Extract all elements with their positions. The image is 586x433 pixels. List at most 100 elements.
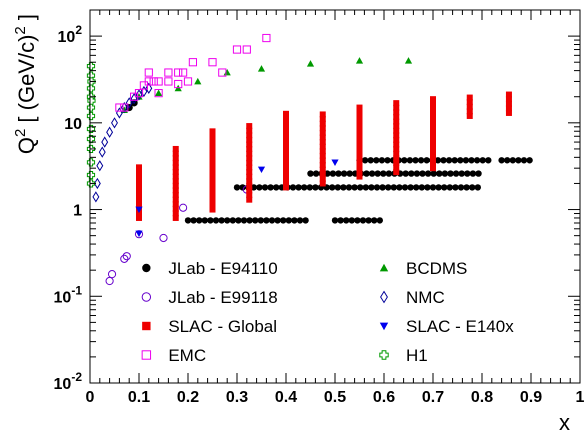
data-point	[393, 141, 400, 148]
data-point	[319, 180, 326, 187]
data-point	[393, 132, 400, 139]
series-emc	[115, 33, 271, 112]
data-point	[319, 152, 326, 159]
data-point	[283, 120, 289, 127]
x-tick-label: 0.8	[471, 389, 493, 406]
data-point	[356, 173, 363, 180]
y-axis-title: Q2 [ (GeV/c)2 ]	[12, 14, 39, 154]
data-point	[283, 175, 289, 182]
data-point	[172, 159, 179, 166]
data-point	[356, 127, 363, 134]
data-point	[246, 182, 253, 189]
data-point	[393, 104, 400, 111]
data-point	[430, 109, 436, 116]
data-point	[430, 123, 436, 130]
data-point	[209, 146, 216, 153]
data-point	[246, 141, 253, 148]
data-point	[209, 197, 216, 204]
data-point	[107, 270, 117, 279]
data-point	[368, 170, 376, 177]
data-point	[498, 157, 505, 164]
data-point	[356, 155, 363, 162]
data-point	[134, 230, 144, 239]
legend-label: H1	[406, 346, 428, 365]
data-point	[374, 170, 381, 177]
data-point	[393, 150, 400, 157]
data-point	[283, 143, 289, 150]
data-point	[201, 217, 208, 224]
data-point	[246, 155, 253, 162]
data-point	[356, 168, 363, 175]
data-point	[209, 165, 216, 172]
data-point	[172, 173, 179, 180]
data-point	[246, 146, 253, 153]
data-point	[291, 217, 298, 224]
data-point	[235, 217, 242, 224]
legend-marker	[142, 263, 151, 273]
data-point	[172, 205, 179, 212]
data-point	[145, 82, 153, 94]
data-point	[209, 137, 216, 144]
data-point	[474, 184, 481, 191]
data-point	[257, 65, 266, 72]
data-point	[263, 217, 270, 224]
data-point	[283, 184, 289, 191]
data-point	[356, 150, 363, 157]
data-point	[430, 132, 436, 139]
data-point	[393, 113, 400, 120]
data-point	[179, 68, 188, 77]
data-point	[246, 169, 253, 176]
legend-label: NMC	[406, 288, 445, 307]
data-point	[319, 125, 326, 132]
data-point	[469, 170, 477, 177]
data-point	[172, 164, 179, 171]
data-point	[430, 128, 436, 135]
data-point	[212, 217, 220, 224]
data-point	[268, 217, 276, 224]
data-point	[283, 138, 289, 145]
data-point	[348, 217, 355, 224]
data-point	[224, 217, 231, 224]
data-point	[430, 155, 436, 162]
data-point	[174, 68, 183, 77]
data-point	[101, 136, 109, 148]
data-point	[401, 184, 409, 191]
data-point	[93, 177, 101, 190]
data-point	[464, 170, 471, 177]
data-point	[423, 157, 430, 164]
data-point	[393, 159, 400, 166]
legend-label: BCDMS	[406, 259, 467, 278]
legend-item: NMC	[380, 288, 445, 307]
data-point	[393, 164, 400, 171]
data-point	[274, 217, 281, 224]
data-point	[430, 119, 436, 126]
data-point	[257, 166, 266, 174]
legend-marker	[380, 290, 388, 304]
data-point	[283, 115, 289, 122]
data-point	[466, 94, 473, 101]
legend-item: H1	[379, 346, 428, 365]
data-point	[209, 206, 216, 213]
data-point	[356, 136, 363, 143]
data-point	[346, 170, 353, 177]
data-point	[509, 157, 516, 164]
data-point	[458, 170, 465, 177]
y-tick-label: 10-1	[54, 283, 83, 306]
data-point	[430, 100, 436, 107]
data-point	[246, 192, 253, 199]
data-point	[393, 146, 400, 153]
data-point	[273, 184, 280, 191]
data-point	[136, 182, 142, 189]
x-tick-label: 0.3	[226, 389, 248, 406]
data-point	[92, 191, 100, 203]
x-tick-label: 0.9	[520, 389, 542, 406]
data-point	[440, 157, 447, 164]
legend-item: JLab - E99118	[141, 288, 278, 307]
legend-item: EMC	[141, 346, 206, 365]
data-point	[335, 170, 342, 177]
data-point	[307, 170, 314, 177]
data-point	[96, 160, 104, 172]
data-point	[466, 99, 473, 106]
data-point	[413, 184, 420, 191]
data-point	[144, 77, 153, 86]
